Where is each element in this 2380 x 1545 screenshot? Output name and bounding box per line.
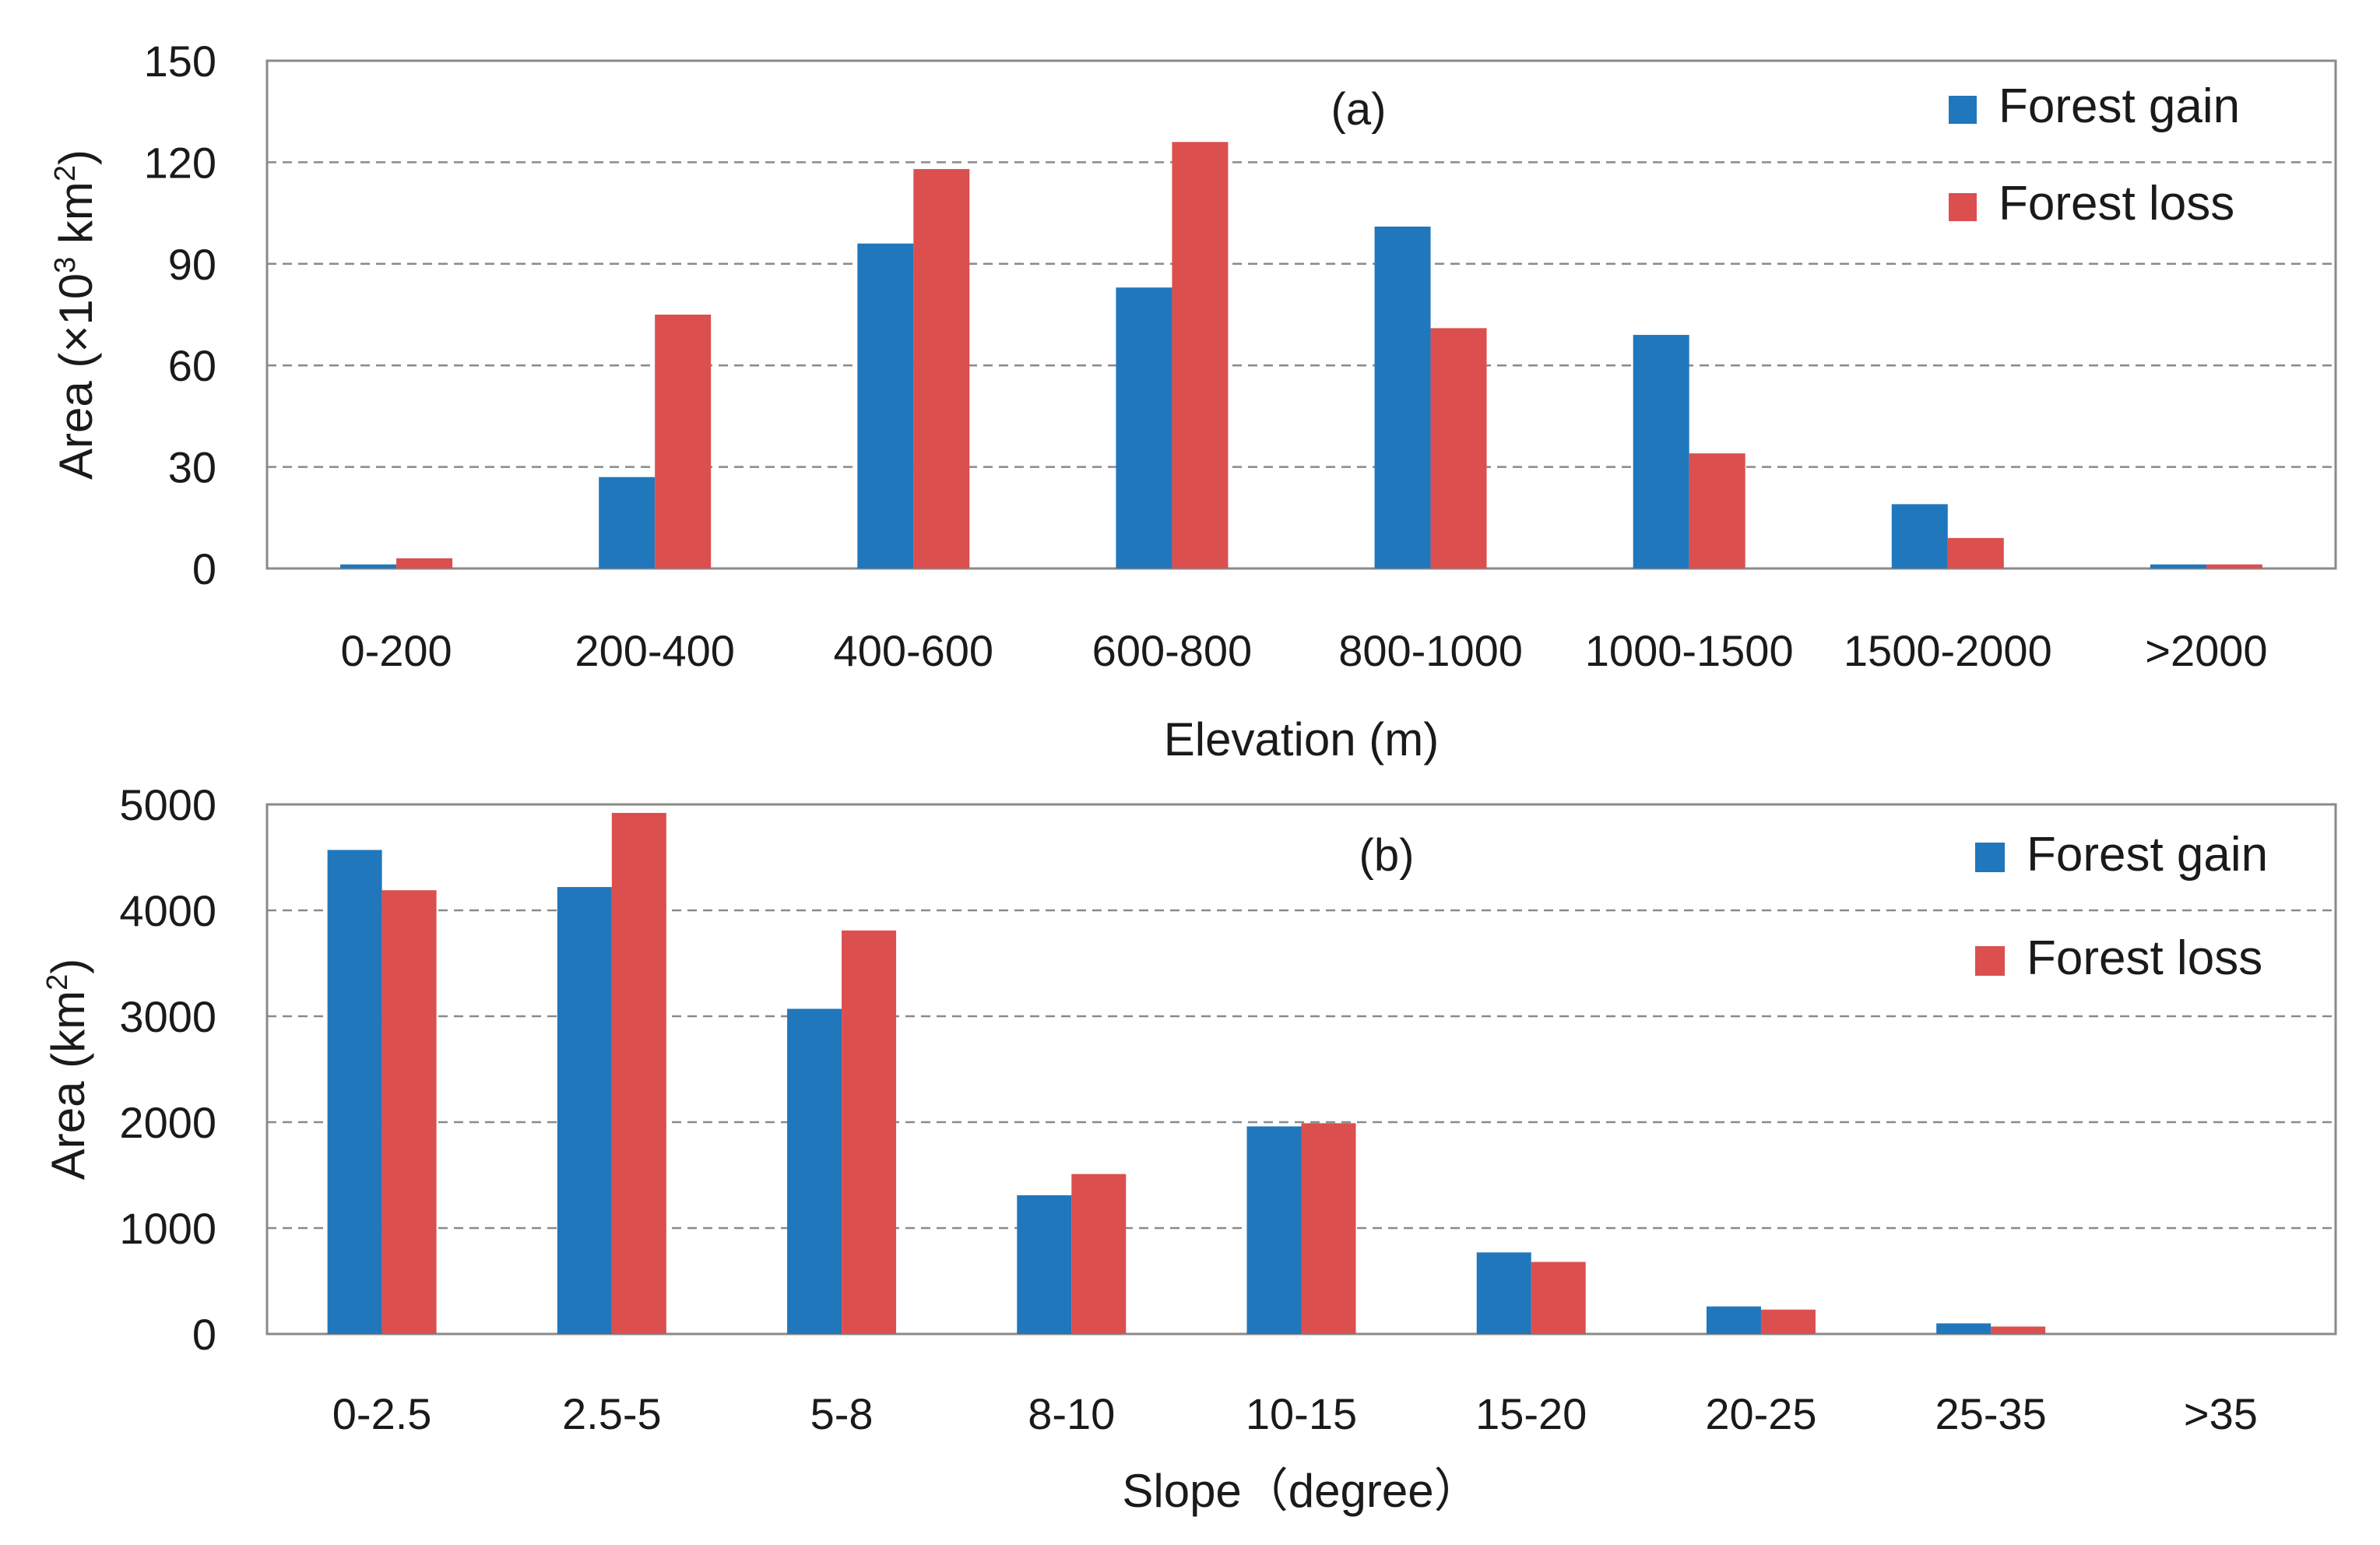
forest-loss-bar [1689,453,1745,568]
x-tick-label: 800-1000 [1338,626,1523,675]
forest-gain-bar [1116,287,1172,568]
x-tick-label: 25-35 [1935,1389,2047,1438]
panel-label: (a) [1331,84,1387,135]
forest-loss-bar [655,315,712,568]
chart-panel-a: 0 30 60 90 120 150 0-200 200-400 400-600 600-800 8… [49,37,2337,765]
forest-gain-bar [2150,564,2206,568]
y-axis-title-part: km [50,181,102,257]
x-tick-label: 1000-1500 [1585,626,1794,675]
forest-gain-bar [557,887,612,1334]
legend-swatch [1975,843,2005,872]
chart-panel-b: 0 1000 2000 3000 4000 5000 0-2.5 2.5-5 5-8 8-10 10… [41,780,2337,1517]
x-tick-label: 0-2.5 [332,1389,432,1438]
legend: Forest gain Forest loss [1949,79,2240,231]
y-tick-label: 0 [192,544,216,593]
y-axis-title-superscript: 2 [41,974,74,991]
x-axis-title: Slope（degree） [1122,1465,1480,1517]
x-tick-label: 10-15 [1246,1389,1357,1438]
y-axis-title-part: ) [50,150,102,165]
forest-gain-bar [1633,335,1689,568]
forest-gain-bar [1246,1126,1302,1334]
forest-loss-bar [1760,1309,1816,1334]
y-tick-label: 30 [168,443,216,492]
y-axis-title-part: ) [42,959,94,974]
forest-loss-bar [611,812,666,1334]
y-tick-label: 2000 [119,1098,216,1147]
legend-swatch [1949,96,1977,124]
plot-frame [265,59,2337,570]
forest-loss-bar [913,169,970,569]
y-tick-label: 4000 [119,886,216,935]
y-axis-title: Area (×103 km2) [49,150,102,480]
x-tick-label: 15-20 [1475,1389,1587,1438]
y-tick-label: 0 [192,1310,216,1359]
y-axis-title: Area (km2) [41,959,94,1181]
y-tick-label: 60 [168,341,216,390]
legend-label: Forest loss [1999,177,2234,231]
legend-swatch [1949,193,1977,221]
forest-gain-bar [599,477,656,568]
y-tick-label: 90 [168,240,216,289]
x-axis-title: Elevation (m) [1164,713,1439,765]
forest-gain-bar [1891,504,1948,568]
forest-loss-bar [396,558,453,568]
forest-loss-bar [1991,1326,2046,1334]
x-tick-label: 400-600 [834,626,994,675]
legend-label: Forest gain [2027,828,2268,882]
panel-label: (b) [1359,830,1415,881]
x-tick-label: 5-8 [810,1389,874,1438]
y-tick-label: 1000 [119,1204,216,1253]
x-tick-label: 0-200 [340,626,452,675]
y-tick-label: 120 [144,138,216,187]
forest-loss-bar [2206,564,2262,568]
forest-gain-bar [787,1008,842,1334]
forest-loss-bar [1947,537,2004,568]
forest-gain-bar [857,243,914,568]
y-axis-title-part: Area (×10 [50,273,102,480]
x-tick-label: 200-400 [575,626,735,675]
forest-loss-bar [1172,142,1229,568]
legend-label: Forest loss [2027,931,2262,985]
x-tick-label: >35 [2184,1389,2258,1438]
y-axis-title-superscript: 2 [49,165,82,181]
forest-loss-bar [1071,1174,1127,1334]
forest-gain-bar [1936,1323,1992,1334]
y-axis-title-superscript: 3 [49,257,82,273]
legend-swatch [1975,946,2005,976]
forest-loss-bar [1531,1262,1586,1334]
y-tick-label: 3000 [119,992,216,1041]
y-tick-label: 5000 [119,780,216,829]
forest-gain-bar [327,850,382,1334]
forest-loss-bar [381,890,437,1334]
x-tick-label: 20-25 [1705,1389,1816,1438]
x-tick-label: 8-10 [1028,1389,1115,1438]
legend-label: Forest gain [1999,79,2240,133]
forest-loss-bar [1301,1123,1356,1334]
forest-loss-bar [842,930,897,1334]
legend: Forest gain Forest loss [1975,828,2268,985]
x-tick-label: >2000 [2145,626,2267,675]
y-axis-title-part: Area (km [42,991,94,1180]
forest-gain-bar [1374,226,1431,568]
forest-gain-bar [1017,1195,1072,1334]
forest-loss-bar [1430,328,1487,568]
y-tick-label: 150 [144,37,216,86]
forest-gain-bar [340,564,397,568]
x-tick-label: 2.5-5 [562,1389,662,1438]
x-tick-label: 1500-2000 [1844,626,2052,675]
forest-gain-bar [1706,1306,1761,1334]
forest-gain-bar [1476,1252,1531,1334]
x-tick-label: 600-800 [1092,626,1253,675]
